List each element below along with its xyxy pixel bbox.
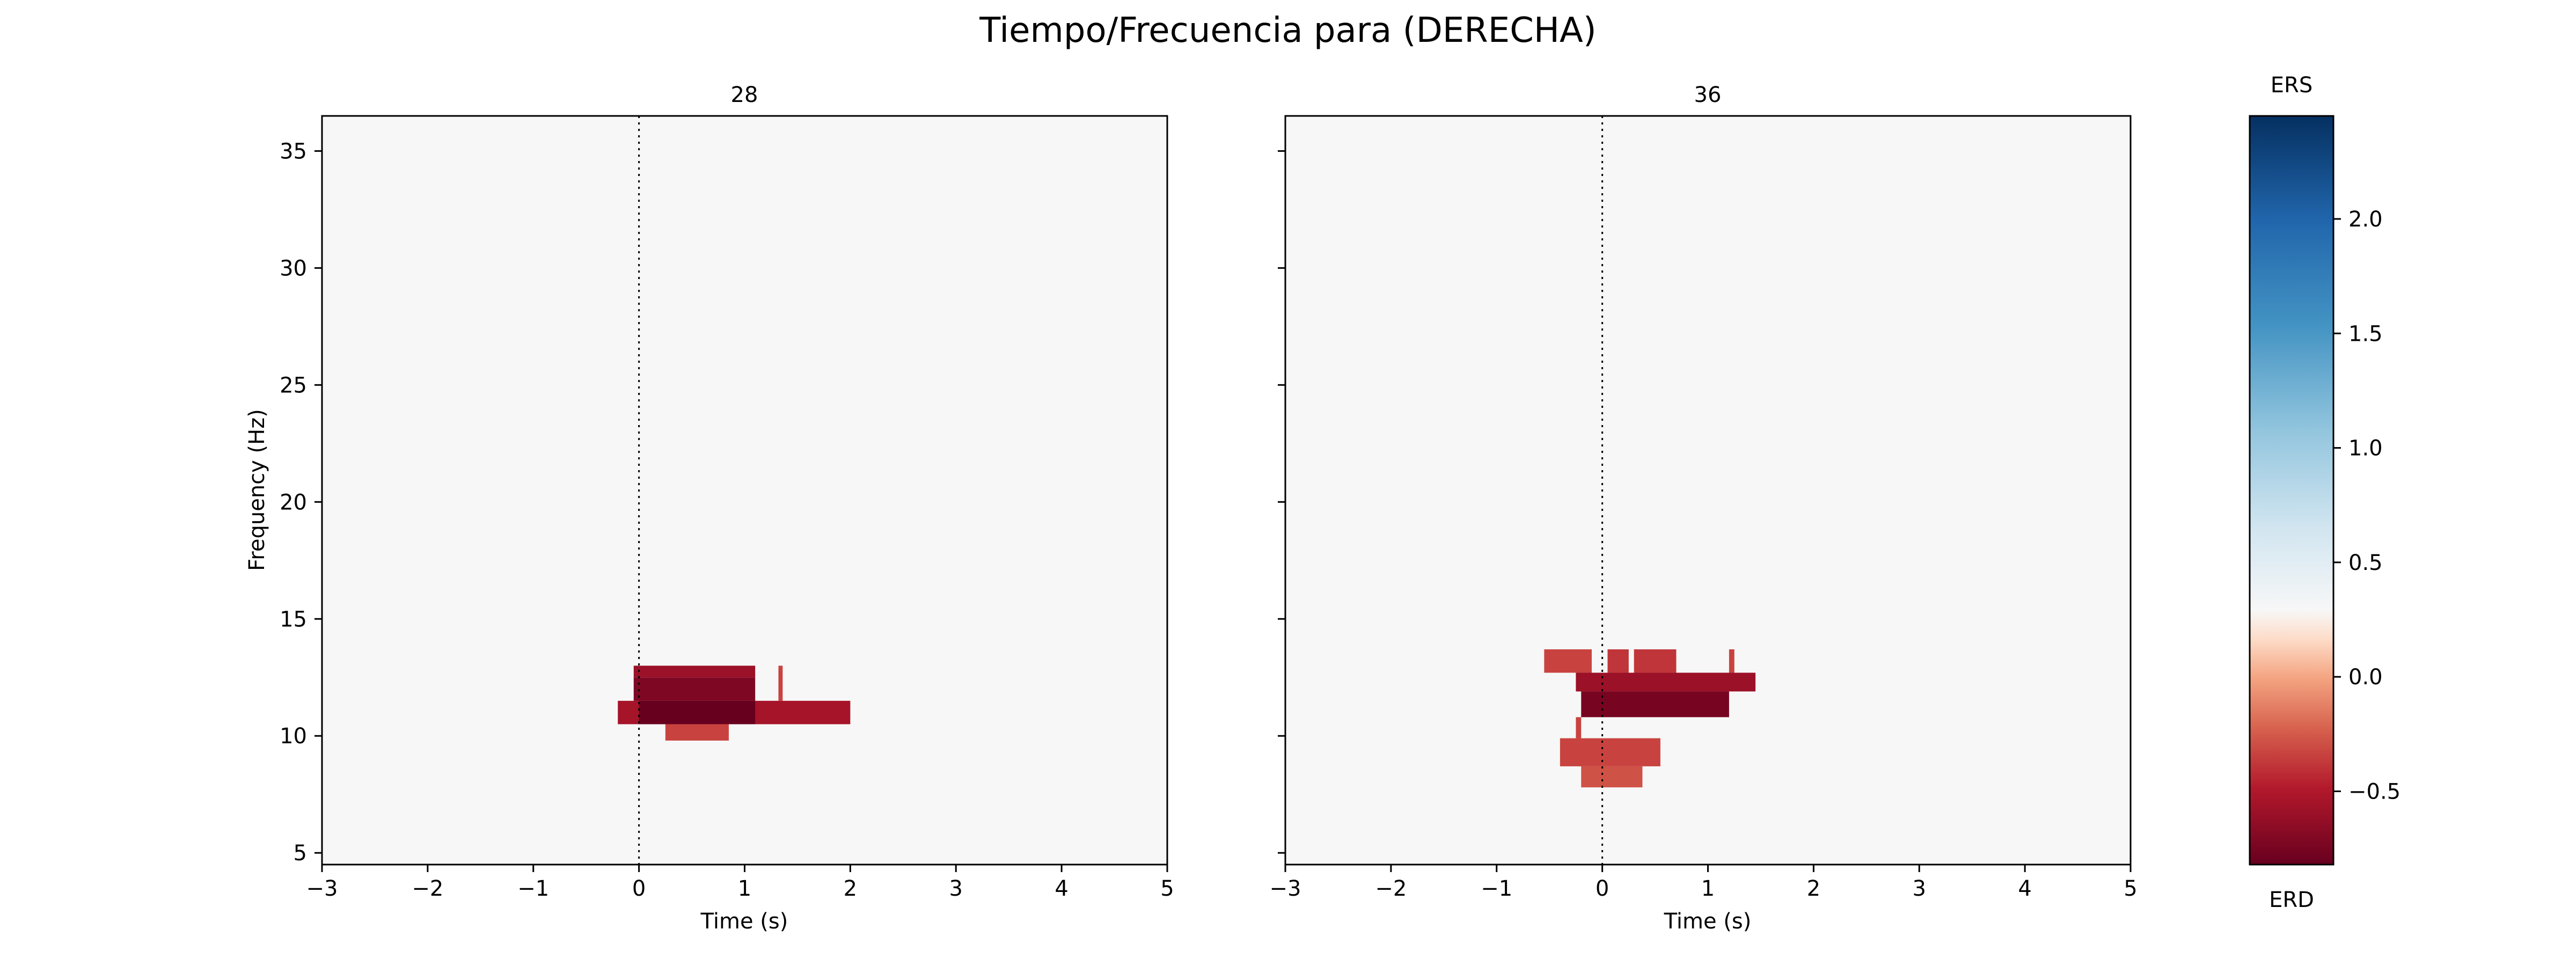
x-tick-label: 0 [632,876,646,901]
heatmap-cell-4 [665,724,729,741]
x-tick-label: −2 [412,876,443,901]
x-tick-label: 0 [1596,876,1609,901]
heatmap-cell-3 [633,665,756,678]
heatmap-cell-1 [639,700,756,724]
heatmap-cells [1544,649,1756,788]
y-tick-label: 25 [280,373,307,398]
x-axis-label: Time (s) [700,909,788,934]
colorbar-tick-label: 0.5 [2348,551,2383,575]
x-tick-label: 4 [1055,876,1068,901]
x-axis-ticks: −3 −2 −1 0 1 2 3 4 5 [306,865,1174,901]
y-tick-label: 35 [280,139,307,164]
time-frequency-panel-2: −3 −2 −1 0 1 2 3 4 5 36 Time (s) [1270,83,2138,934]
panel-title: 36 [1694,83,1722,107]
x-tick-label: 5 [2124,876,2137,901]
colorbar-tick-label: 1.0 [2348,436,2383,461]
x-axis-ticks: −3 −2 −1 0 1 2 3 4 5 [1270,865,2138,901]
heatmap-cell-4 [1576,672,1756,692]
time-frequency-panel-1: −3 −2 −1 0 1 2 3 4 5 5 10 15 20 25 30 35 28 Time (s) F… [245,83,1174,934]
plot-area [1285,116,2131,865]
x-tick-label: 2 [1807,876,1820,901]
heatmap-cell-8 [1581,766,1643,788]
plot-area [322,116,1167,865]
y-axis-label: Frequency (Hz) [245,409,269,571]
heatmap-cell-2 [633,677,756,701]
colorbar-gradient [2249,115,2334,866]
colorbar: ERS −0.5 0.0 0.5 1.0 1.5 2.0 ERD [2249,73,2401,912]
x-tick-label: 3 [1913,876,1926,901]
x-axis-label: Time (s) [1664,909,1752,934]
y-tick-label: 20 [280,490,307,515]
heatmap-cell-1 [1607,649,1629,673]
x-tick-label: −3 [1270,876,1301,901]
x-tick-label: 1 [738,876,751,901]
colorbar-bottom-label: ERD [2269,888,2314,912]
heatmap-cell-6 [1576,717,1582,738]
x-tick-label: 1 [1701,876,1715,901]
colorbar-tick-label: 1.5 [2348,321,2383,346]
x-tick-label: −1 [517,876,549,901]
colorbar-tick-label: −0.5 [2348,779,2401,804]
x-tick-label: −3 [306,876,338,901]
y-tick-label: 10 [280,724,307,749]
heatmap-cell-3 [1729,649,1735,673]
x-tick-label: 3 [949,876,963,901]
colorbar-tick-label: 0.0 [2348,665,2383,690]
y-tick-label: 30 [280,256,307,281]
colorbar-tick-label: 2.0 [2348,207,2383,232]
panel-title: 28 [731,83,758,107]
heatmap-cell-7 [1560,738,1660,766]
heatmap-cell-5 [1581,691,1729,718]
x-tick-label: 5 [1160,876,1174,901]
x-tick-label: −1 [1481,876,1512,901]
y-tick-label: 5 [294,841,307,866]
x-tick-label: 4 [2018,876,2031,901]
heatmap-cell-5 [778,665,783,701]
y-axis-ticks: 5 10 15 20 25 30 35 [280,139,322,866]
x-tick-label: −2 [1375,876,1407,901]
figure-title: Tiempo/Frecuencia para (DERECHA) [979,11,1597,50]
heatmap-cell-2 [1634,649,1677,673]
heatmap-cell-0 [1544,649,1592,673]
colorbar-ticks: −0.5 0.0 0.5 1.0 1.5 2.0 [2333,207,2401,804]
colorbar-top-label: ERS [2271,73,2312,98]
x-tick-label: 2 [844,876,857,901]
heatmap-cells [618,665,851,741]
y-axis-ticks [1278,150,1285,854]
y-tick-label: 15 [280,607,307,632]
